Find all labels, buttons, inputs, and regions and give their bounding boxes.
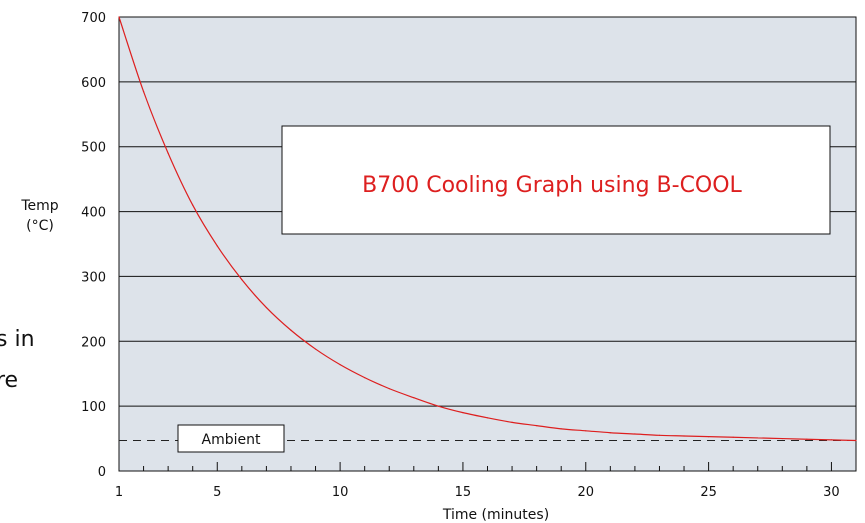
curve-point-9 [314,348,317,350]
x-tick-label-10: 10 [332,485,349,500]
x-tick-label-5: 5 [213,485,221,500]
curve-point-6 [241,279,243,281]
curve-point-17 [511,421,513,423]
background-fragment-2: re [0,368,18,393]
y-tick-label-200: 200 [81,335,106,350]
y-axis-title-line2: (°C) [26,218,54,234]
x-axis-tick-labels: 1 5 10 15 20 25 30 [115,485,840,500]
y-tick-label-600: 600 [81,76,106,91]
x-axis-ticks [118,462,857,471]
curve-point-30 [830,439,833,441]
curve-point-18 [536,425,538,427]
x-tick-label-30: 30 [823,485,840,500]
curve-point-19 [560,428,562,430]
curve-point-3 [167,152,169,154]
x-axis-title: Time (minutes) [442,507,549,523]
curve-point-21 [609,432,611,434]
x-tick-label-15: 15 [455,485,472,500]
cooling-curve-points [118,16,857,442]
curve-point-15 [462,412,464,414]
curve-point-14 [437,405,439,407]
y-tick-label-0: 0 [98,465,106,480]
plot-area [118,16,857,472]
curve-point-13 [413,397,415,399]
x-tick-label-1: 1 [115,485,123,500]
curve-point-25 [708,436,710,438]
curve-point-10 [339,364,341,366]
y-tick-label-300: 300 [81,270,106,285]
curve-point-20 [585,430,587,432]
x-tick-label-20: 20 [577,485,594,500]
y-axis-title-line1: Temp [20,198,58,214]
y-tick-label-100: 100 [81,400,106,415]
curve-point-22 [634,433,636,435]
curve-point-12 [388,388,390,390]
chart-title: B700 Cooling Graph using B-COOL [362,173,742,198]
curve-point-26 [732,436,734,438]
y-tick-label-400: 400 [81,206,106,221]
curve-point-23 [658,434,661,436]
y-axis-tick-labels: 0 100 200 300 400 500 600 700 [81,11,106,480]
curve-point-8 [290,329,292,331]
x-tick-label-25: 25 [700,485,717,500]
title-box [281,125,831,235]
curve-point-16 [486,417,489,419]
curve-point-24 [683,435,685,437]
background-fragment-1: s in [0,327,35,352]
curve-point-28 [781,437,783,440]
y-tick-label-700: 700 [81,11,106,26]
curve-point-1 [118,16,120,18]
curve-point-31 [855,439,857,442]
y-tick-label-500: 500 [81,141,106,156]
ambient-label: Ambient [202,432,261,448]
curve-point-4 [192,204,194,206]
ambient-label-box [177,424,285,453]
curve-point-5 [216,245,218,247]
curve-point-7 [265,306,267,309]
curve-point-29 [806,438,808,440]
curve-point-11 [364,377,366,379]
curve-point-2 [142,90,145,93]
curve-point-27 [757,437,759,439]
